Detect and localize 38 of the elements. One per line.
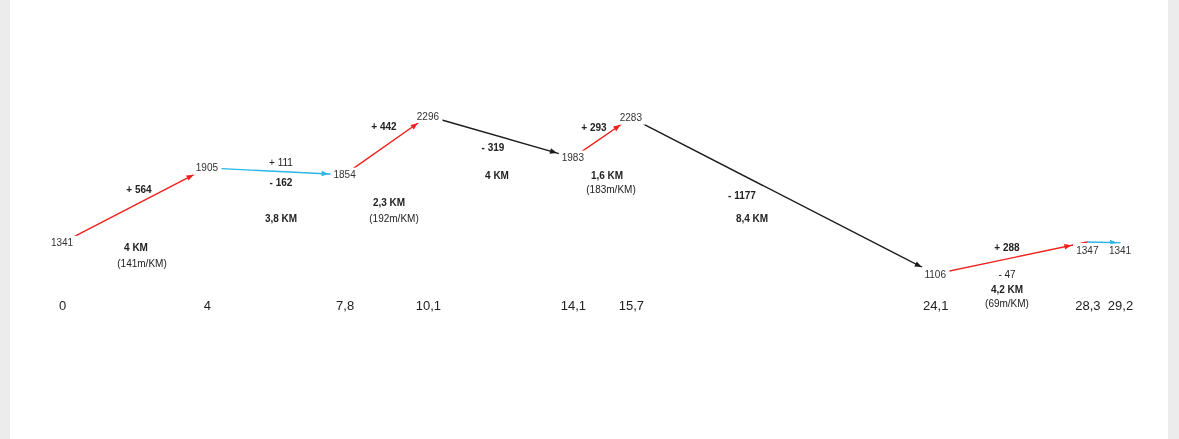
x-tick-label: 24,1 bbox=[923, 298, 949, 314]
data-label: 2283 bbox=[619, 112, 643, 124]
x-tick-label: 10,1 bbox=[415, 298, 442, 314]
data-label: 1854 bbox=[333, 169, 357, 181]
text: (69m/KM) bbox=[985, 297, 1029, 309]
x-tick-label: 0 bbox=[58, 298, 67, 314]
annotation: - 162 bbox=[269, 176, 293, 188]
annotation: (183m/KM) bbox=[586, 183, 636, 195]
annotation: 2,3 KM bbox=[372, 196, 406, 208]
annotation: (192m/KM) bbox=[369, 212, 419, 224]
annotation: - 47 bbox=[998, 268, 1017, 280]
annotation: + 442 bbox=[371, 120, 398, 132]
x-tick-label: 14,1 bbox=[560, 298, 587, 314]
annotation: 3,8 KM bbox=[264, 212, 298, 224]
annotation: 4 KM bbox=[124, 241, 148, 253]
data-label: 1905 bbox=[195, 162, 219, 174]
data-label: 1341 bbox=[1108, 245, 1132, 257]
annotation: - 319 bbox=[481, 141, 505, 153]
data-label: 1106 bbox=[924, 268, 947, 280]
annotation: + 288 bbox=[994, 241, 1021, 253]
annotation: 4 KM bbox=[485, 169, 509, 181]
annotation: + 564 bbox=[126, 183, 153, 195]
data-label: 2296 bbox=[416, 110, 440, 122]
x-tick-label: 7,8 bbox=[336, 298, 355, 314]
annotation: (141m/KM) bbox=[117, 257, 167, 269]
data-label: 1347 bbox=[1076, 244, 1099, 256]
annotation: + 293 bbox=[581, 121, 608, 133]
annotation: 1,6 KM bbox=[590, 169, 624, 181]
x-tick-label: 29,2 bbox=[1107, 298, 1134, 314]
x-tick-label: 15,7 bbox=[618, 298, 645, 314]
text: 4,2 KM bbox=[990, 283, 1024, 295]
x-tick-label: 28,3 bbox=[1075, 298, 1101, 314]
x-tick-label: 4 bbox=[203, 298, 212, 314]
annotation: + 111 bbox=[269, 156, 294, 168]
annotation: - 1177 bbox=[728, 189, 757, 201]
annotation: 8,4 KM bbox=[735, 212, 769, 224]
data-label: 1983 bbox=[561, 152, 585, 164]
data-label: 1341 bbox=[50, 237, 74, 249]
